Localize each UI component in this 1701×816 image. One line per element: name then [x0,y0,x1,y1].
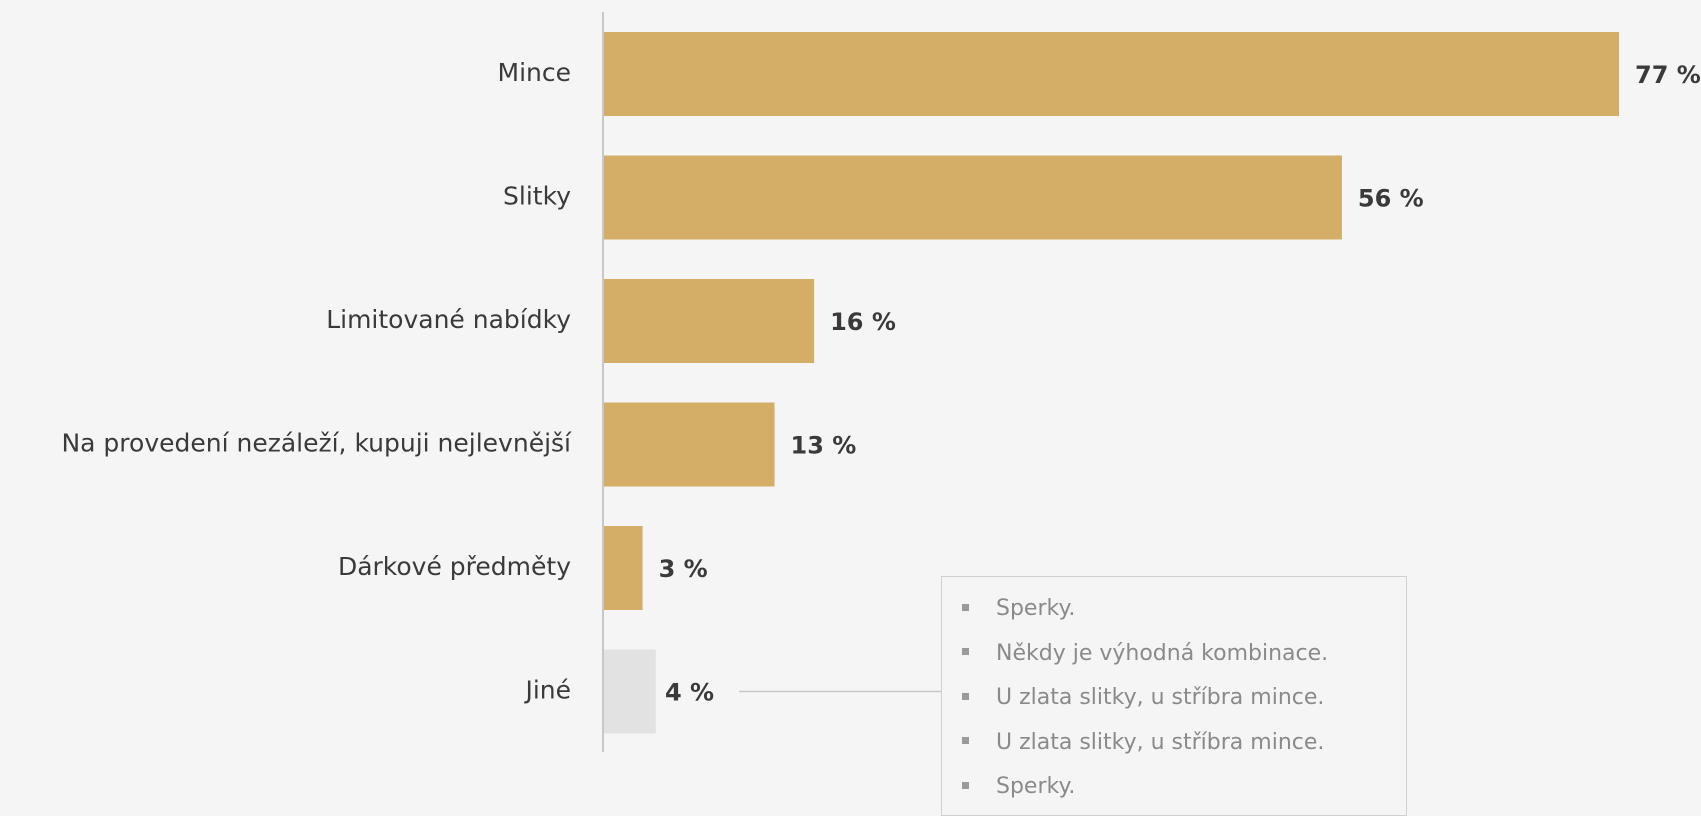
other-response-item: Sperky. [962,587,1406,632]
value-label: 3 % [659,555,708,583]
other-responses-box: Sperky. Někdy je výhodná kombinace. U zl… [941,576,1407,816]
other-response-item: Někdy je výhodná kombinace. [962,632,1406,677]
other-responses-list: Sperky. Někdy je výhodná kombinace. U zl… [942,577,1406,810]
value-label: 4 % [665,679,714,707]
other-response-item: Sperky. [962,765,1406,810]
category-label: Na provedení nezáleží, kupuji nejlevnějš… [61,429,572,458]
other-response-text: Někdy je výhodná kombinace. [996,640,1329,666]
square-bullet-icon [962,692,969,700]
square-bullet-icon [962,603,969,611]
other-response-text: Sperky. [996,596,1076,621]
bar [603,402,775,487]
value-label: 77 % [1635,61,1701,89]
other-response-text: U zlata slitky, u stříbra mince. [996,729,1325,755]
other-response-text: U zlata slitky, u stříbra mince. [996,685,1325,710]
category-label: Limitované nabídky [326,305,571,334]
square-bullet-icon [962,737,969,744]
value-label: 56 % [1358,185,1424,213]
value-label: 13 % [791,432,857,460]
bar [603,526,643,610]
category-label: Mince [498,58,572,87]
other-response-item: U zlata slitky, u stříbra mince. [962,721,1406,766]
value-label: 16 % [830,308,896,336]
bar [603,155,1342,240]
category-label: Dárkové předměty [338,552,571,581]
square-bullet-icon [962,781,969,789]
other-response-item: U zlata slitky, u stříbra mince. [962,676,1406,721]
bar [603,649,656,734]
category-label: Jiné [523,676,571,705]
bar [603,32,1619,116]
other-response-text: Sperky. [996,774,1076,799]
square-bullet-icon [962,648,969,655]
category-label: Slitky [503,182,571,211]
bar [603,279,815,363]
